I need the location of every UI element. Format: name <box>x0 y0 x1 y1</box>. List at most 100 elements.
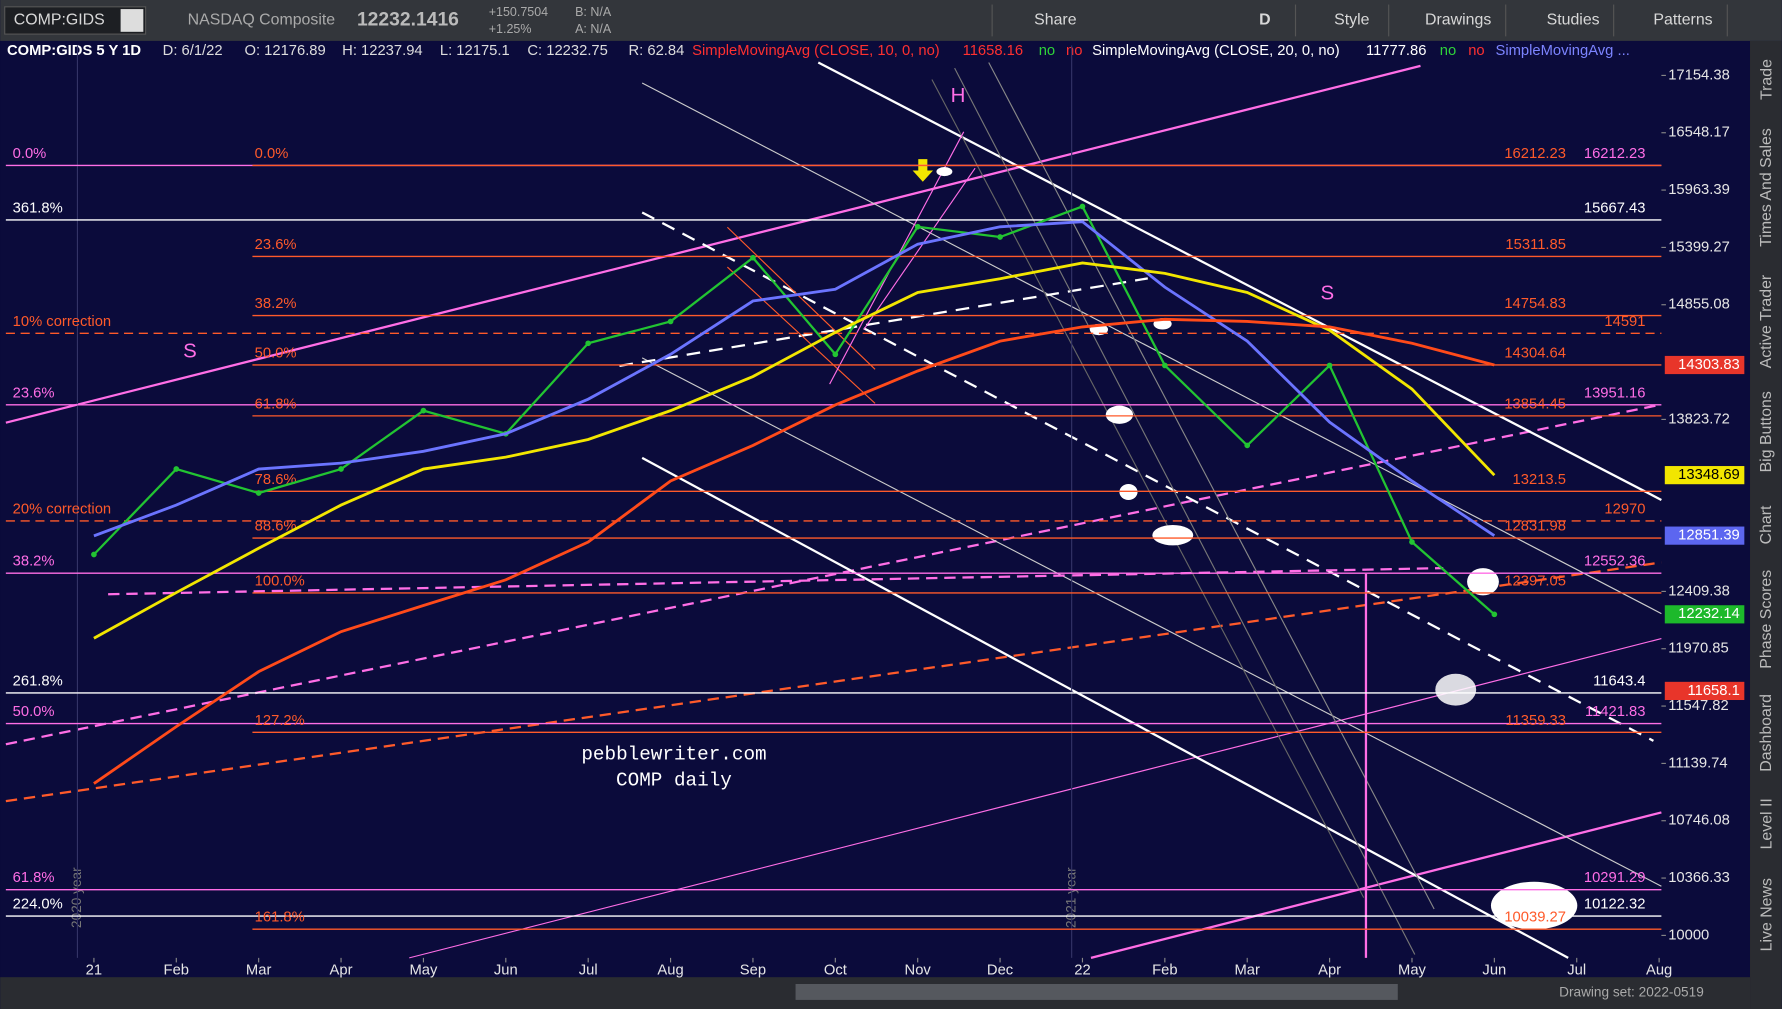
bar-high: H: 12237.94 <box>342 43 422 59</box>
symbol[interactable]: COMP:GIDS <box>14 12 105 29</box>
moving-average <box>93 317 1495 785</box>
bar-open: O: 12176.89 <box>244 43 325 59</box>
moving-average <box>93 261 1496 640</box>
side-tab[interactable]: Phase Scores <box>1758 570 1775 669</box>
level-value: 14591 <box>1604 314 1645 330</box>
price-badge <box>1664 526 1745 545</box>
x-tick-label: Aug <box>657 962 683 978</box>
price-badge-label: 14303.83 <box>1678 357 1740 373</box>
x-tick-label: Apr <box>1318 962 1341 978</box>
x-tick-label: Sep <box>740 962 766 978</box>
side-tab[interactable]: Times And Sales <box>1758 128 1775 247</box>
study-value: 11658.16 <box>963 43 1024 59</box>
x-tick-label: Jun <box>494 962 518 978</box>
study-flag: no <box>1440 43 1456 59</box>
study-label[interactable]: SimpleMovingAvg (CLOSE, 20, 0, no) <box>1092 43 1340 59</box>
level-value: 14754.83 <box>1504 296 1566 312</box>
side-panel <box>1750 40 1782 1009</box>
bid: B: N/A <box>575 5 612 19</box>
drawings-button[interactable]: Drawings <box>1425 12 1491 29</box>
level-value: 13854.45 <box>1504 396 1566 412</box>
x-tick-label: May <box>409 962 438 978</box>
watermark: pebblewriter.com <box>581 744 766 766</box>
scrollbar-thumb[interactable] <box>795 984 1398 1000</box>
x-tick-label: Jul <box>579 962 598 978</box>
x-tick-label: Aug <box>1646 962 1672 978</box>
study-flag: no <box>1039 43 1055 59</box>
price-point <box>832 351 839 358</box>
x-tick-label: Dec <box>987 962 1013 978</box>
symbol-dropdown[interactable] <box>120 9 144 32</box>
price-badge <box>1664 466 1745 485</box>
watermark: COMP daily <box>616 770 732 792</box>
timeframe-button[interactable]: D <box>1259 12 1270 29</box>
side-tabs: Trade Times And Sales Active Trader Big But… <box>1758 59 1775 951</box>
study-label[interactable]: SimpleMovingAvg ... <box>1495 43 1629 59</box>
y-tick-label: 10746.08 <box>1668 813 1730 829</box>
patterns-button[interactable]: Patterns <box>1653 12 1712 29</box>
level-label: 20% correction <box>13 502 112 518</box>
x-tick-label: Oct <box>824 962 847 978</box>
change-pct: +1.25% <box>489 22 532 36</box>
price-point <box>1079 203 1086 210</box>
x-tick-label: Nov <box>905 962 932 978</box>
price-point <box>914 223 921 230</box>
x-tick-label: 21 <box>86 962 102 978</box>
level-value: 15311.85 <box>1505 237 1566 253</box>
style-button[interactable]: Style <box>1334 12 1369 29</box>
level-value: 14304.64 <box>1504 345 1566 361</box>
y-tick-label: 10366.33 <box>1668 870 1730 886</box>
study-value: 11777.86 <box>1366 43 1427 59</box>
drawing-set: Drawing set: 2022-0519 <box>1559 985 1704 1000</box>
level-label: 38.2% <box>255 296 297 312</box>
toolbar <box>0 0 1782 41</box>
level-value: 10039.27 <box>1504 910 1566 926</box>
level-label: 127.2% <box>255 713 305 729</box>
price-point <box>585 340 592 347</box>
studies-button[interactable]: Studies <box>1547 12 1600 29</box>
level-value: 11359.33 <box>1505 713 1566 729</box>
chart-symbol: COMP:GIDS 5 Y 1D <box>7 43 141 59</box>
side-tab[interactable]: Big Buttons <box>1758 391 1775 472</box>
level-label: 50.0% <box>13 704 55 720</box>
side-tab[interactable]: Trade <box>1758 59 1775 100</box>
annotation: H <box>951 84 966 107</box>
price-badge-label: 12851.39 <box>1678 528 1740 544</box>
study-label[interactable]: SimpleMovingAvg (CLOSE, 10, 0, no) <box>692 43 940 59</box>
price-point <box>1161 362 1168 369</box>
x-tick-label: Apr <box>330 962 353 978</box>
level-label: 88.6% <box>255 519 297 535</box>
price-point <box>1491 611 1498 618</box>
y-tick-label: 10000 <box>1668 927 1709 943</box>
price-point <box>420 407 427 414</box>
price-badge <box>1664 355 1745 375</box>
level-label: 0.0% <box>13 146 47 162</box>
level-value: 12831.98 <box>1504 519 1566 535</box>
y-tick-label: 14855.08 <box>1668 297 1730 313</box>
side-tab[interactable]: Dashboard <box>1758 694 1775 772</box>
x-tick-label: Jun <box>1482 962 1506 978</box>
price-badge <box>1664 605 1745 624</box>
level-label: 50.0% <box>255 345 297 361</box>
side-tab[interactable]: Active Trader <box>1758 274 1775 368</box>
level-value: 12397.05 <box>1504 574 1566 590</box>
level-label: 23.6% <box>13 385 55 401</box>
x-tick-label: Mar <box>246 962 272 978</box>
level-value: 11643.4 <box>1593 673 1645 689</box>
y-tick-label: 13823.72 <box>1668 411 1730 427</box>
study-flag: no <box>1066 43 1082 59</box>
side-tab[interactable]: Live News <box>1758 878 1775 951</box>
toolbar-separators <box>991 4 1728 37</box>
share-button[interactable]: Share <box>1034 12 1077 29</box>
x-tick-label: 22 <box>1074 962 1090 978</box>
side-tab[interactable]: Chart <box>1758 505 1775 544</box>
y-tick-label: 15399.27 <box>1668 239 1730 255</box>
side-tab[interactable]: Level II <box>1758 798 1775 849</box>
x-tick-label: Feb <box>1152 962 1177 978</box>
y-tick-label: 16548.17 <box>1668 125 1730 141</box>
level-label: 361.8% <box>13 200 63 216</box>
plot: 21 Feb Mar Apr May Jun Jul Aug Sep Oct Nov Dec 22 Feb… <box>5 67 1745 978</box>
level-value: 15667.43 <box>1584 200 1646 216</box>
x-tick-label: Feb <box>164 962 189 978</box>
price-point <box>91 551 97 558</box>
